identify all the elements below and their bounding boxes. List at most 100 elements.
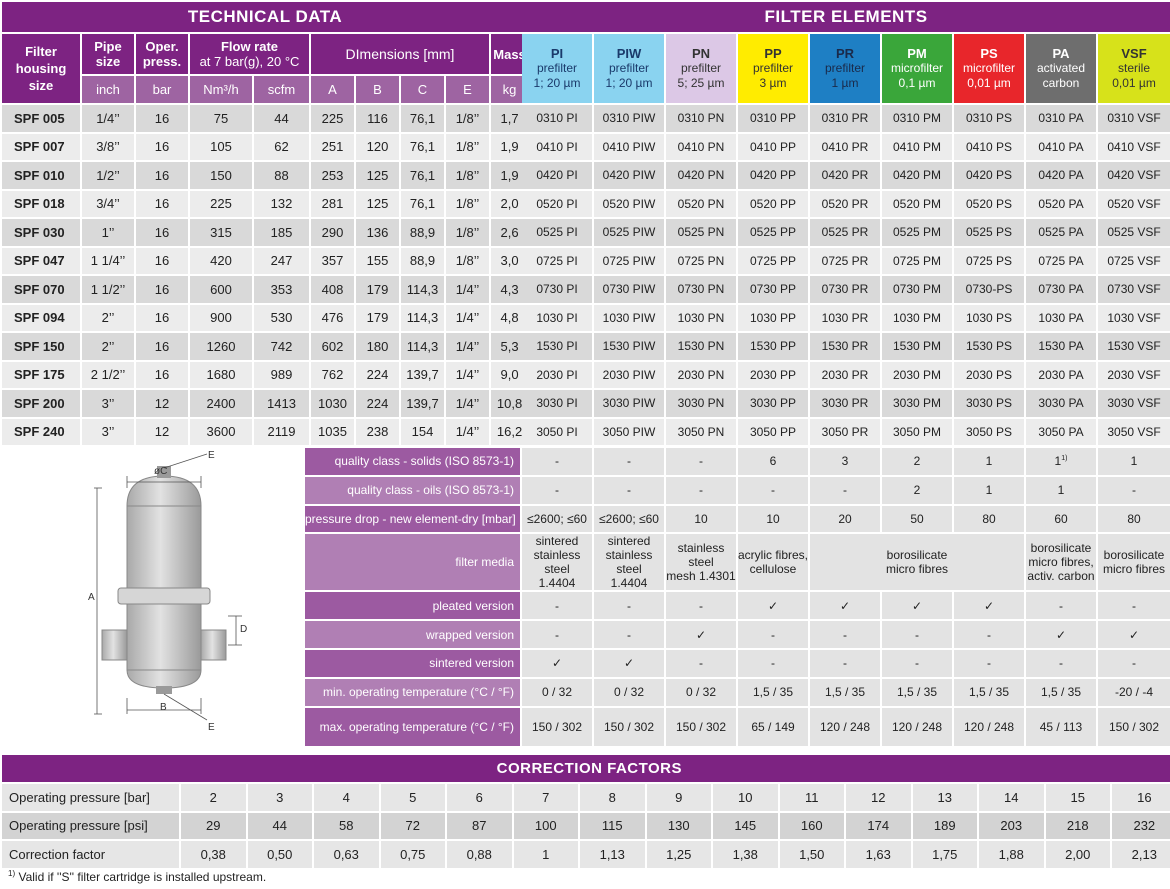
data-cell: 1/8’’ (446, 219, 489, 246)
factor-cell: 0,38 (181, 841, 246, 868)
sintered-label: sintered version (305, 649, 520, 677)
wrapped-value: - (810, 621, 880, 648)
filter-code: PIW (616, 46, 642, 61)
factor-cell: 203 (979, 812, 1044, 839)
dim-label-c: øC (154, 466, 167, 477)
table-row: 0730 PI 0730 PIW 0730 PN 0730 PP 0730 PR 0730… (522, 276, 1170, 303)
element-part-number: 2030 PM (882, 361, 952, 388)
element-part-number: 0420 VSF (1098, 162, 1170, 189)
data-cell: 114,3 (401, 333, 444, 360)
factor-cell: 10 (713, 784, 778, 811)
oils-value: 1 (954, 476, 1024, 504)
element-part-number: 0310 PM (882, 105, 952, 132)
element-part-number: 1030 PI (522, 304, 592, 331)
data-cell: 1/2’’ (82, 162, 134, 189)
factor-cell: 1,25 (646, 841, 711, 868)
sintered-value: - (666, 649, 736, 677)
factor-cell: 9 (646, 784, 711, 811)
data-cell: 762 (311, 361, 354, 388)
data-cell: 10,8 (491, 390, 529, 417)
row-label: Correction factor (2, 841, 179, 868)
mass-header: Mass (491, 34, 529, 74)
table-row: Operating pressure [bar] 2 3 4 5 6 7 8 9 10 11 12 13… (2, 784, 1170, 811)
element-part-number: 3030 PA (1026, 390, 1096, 417)
data-cell: 1/4’’ (446, 304, 489, 331)
factor-cell: 5 (380, 784, 445, 811)
pleated-value: - (594, 592, 664, 620)
element-part-number: 0410 PI (522, 133, 592, 160)
correction-factors-table: CORRECTION FACTORS Operating pressure [b… (0, 753, 1170, 870)
element-part-number: 0520 PM (882, 190, 952, 217)
factor-cell: 2,13 (1112, 841, 1170, 868)
housing-bottom-cap (126, 669, 202, 689)
element-part-number: 1530 PS (954, 333, 1024, 360)
factor-cell: 2,00 (1045, 841, 1110, 868)
data-cell: 44 (254, 105, 309, 132)
oils-value: 2 (882, 476, 952, 504)
filter-desc-1: prefilter (752, 61, 793, 75)
filter-type-pa: PA activated carbon (1026, 34, 1096, 103)
factor-cell: 218 (1045, 812, 1110, 839)
element-part-number: 0410 PR (810, 133, 880, 160)
element-part-number: 1530 PA (1026, 333, 1096, 360)
tmax-label: max. operating temperature (°C / °F) (305, 707, 520, 746)
tmin-value: 1,5 / 35 (738, 678, 808, 706)
table-row: 0725 PI 0725 PIW 0725 PN 0725 PP 0725 PR 0725… (522, 247, 1170, 274)
factor-cell: 174 (846, 812, 911, 839)
housing-model: SPF 150 (2, 333, 80, 360)
element-part-number: 0310 PR (810, 105, 880, 132)
filter-code: VSF (1121, 46, 1147, 61)
data-cell: 238 (356, 418, 399, 445)
factor-cell: 0,75 (380, 841, 445, 868)
pdrop-value: 10 (666, 505, 736, 533)
element-part-number: 0420 PS (954, 162, 1024, 189)
data-cell: 1,7 (491, 105, 529, 132)
element-part-number: 3050 PIW (594, 418, 664, 445)
data-cell: 16 (136, 276, 188, 303)
filter-desc-2: 0,1 µm (898, 76, 936, 90)
element-part-number: 1530 PM (882, 333, 952, 360)
inlet-port (101, 629, 128, 661)
oils-value: - (810, 476, 880, 504)
data-cell: 1 1/4’’ (82, 247, 134, 274)
data-cell: 75 (190, 105, 252, 132)
data-cell: 179 (356, 304, 399, 331)
factor-cell: 115 (580, 812, 645, 839)
element-part-number: 0525 PI (522, 219, 592, 246)
element-part-number: 3030 PP (738, 390, 808, 417)
element-part-number: 0725 PN (666, 247, 736, 274)
data-cell: 1,9 (491, 162, 529, 189)
element-part-number: 3030 PM (882, 390, 952, 417)
data-cell: 16 (136, 333, 188, 360)
filter-type-pr: PR prefilter 1 µm (810, 34, 880, 103)
element-part-number: 0410 PN (666, 133, 736, 160)
media-piw: sintered stainless steel 1.4404 (594, 534, 664, 591)
media-pr-pm-ps: borosilicate micro fibres (810, 534, 1024, 591)
wrapped-value: ✓ (1026, 621, 1096, 648)
dim-label-e-bottom: E (208, 722, 215, 733)
sintered-value: - (1098, 649, 1170, 677)
drain-port (156, 686, 172, 694)
sintered-value: ✓ (594, 649, 664, 677)
element-part-number: 2030 PS (954, 361, 1024, 388)
dimension-lines (94, 453, 242, 721)
filter-desc-2: carbon (1042, 76, 1080, 90)
data-cell: 2119 (254, 418, 309, 445)
filter-desc-2: 1; 20 µm (533, 76, 581, 90)
housing-top-cap (126, 475, 202, 507)
element-part-number: 0420 PIW (594, 162, 664, 189)
element-part-number: 3050 PA (1026, 418, 1096, 445)
pressure-drop-row: pressure drop - new element-dry [mbar] ≤2… (305, 505, 1170, 533)
data-cell: 114,3 (401, 276, 444, 303)
element-part-number: 1030 VSF (1098, 304, 1170, 331)
factor-cell: 29 (181, 812, 246, 839)
filter-desc-2: 5; 25 µm (677, 76, 725, 90)
table-row: SPF 094 2’’ 16 900 530 476 179 114,3 1/4’’ 4,8 (2, 304, 529, 331)
element-part-number: 0730-PS (954, 276, 1024, 303)
filter-desc-2: 0,01 µm (967, 76, 1011, 90)
element-part-number: 0520 PN (666, 190, 736, 217)
solids-value: 1 (1098, 448, 1170, 475)
pleated-value: - (1098, 592, 1170, 620)
filter-type-ps: PS microfilter 0,01 µm (954, 34, 1024, 103)
pdrop-value: 80 (954, 505, 1024, 533)
